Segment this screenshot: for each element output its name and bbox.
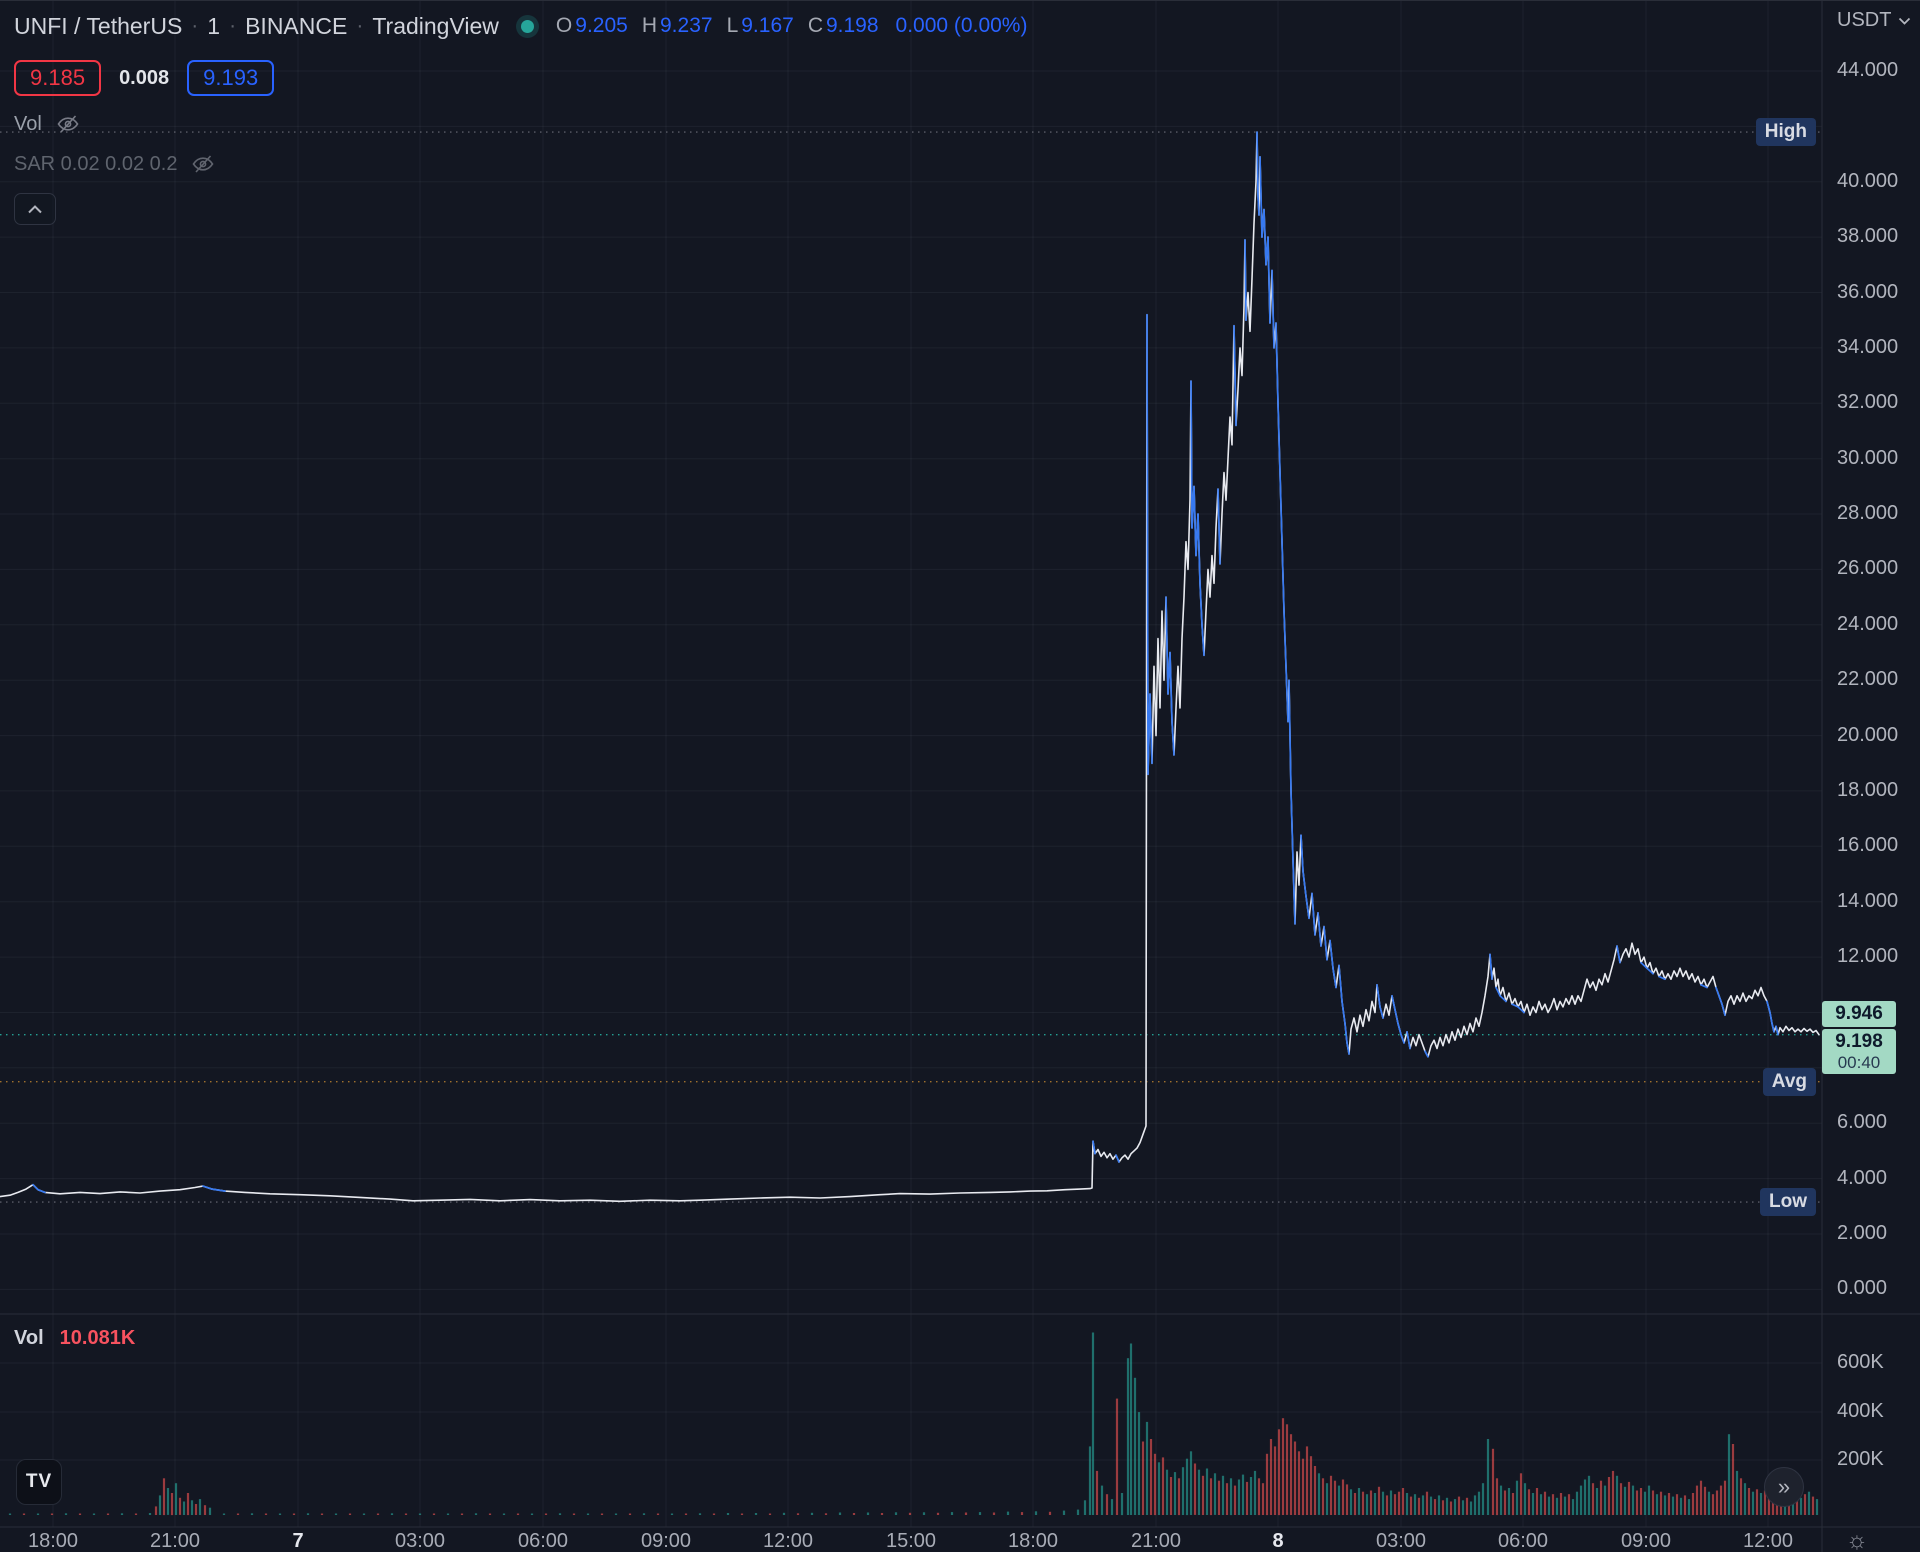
- price-axis-label: 14.000: [1837, 889, 1899, 912]
- chart-legend: UNFI / TetherUS · 1 · BINANCE · TradingV…: [14, 9, 1027, 225]
- time-axis-label: 06:00: [517, 1530, 569, 1552]
- time-axis-label: 12:00: [762, 1530, 814, 1552]
- time-axis-label: 03:00: [1375, 1530, 1427, 1552]
- high-value: 9.237: [660, 14, 713, 37]
- last-price-labels: 9.946 9.198 00:40: [1822, 1000, 1896, 1076]
- price-axis-label: 38.000: [1837, 225, 1899, 248]
- time-axis-label: 7: [292, 1530, 304, 1552]
- high-badge-label: High: [1755, 118, 1816, 147]
- tradingview-logo[interactable]: TV: [16, 1459, 62, 1505]
- time-axis-label: 09:00: [1620, 1530, 1672, 1552]
- separator-dot: ·: [191, 14, 199, 37]
- close-value: 9.198: [825, 14, 879, 37]
- scroll-right-button[interactable]: »: [1764, 1467, 1804, 1507]
- currency-label: USDT: [1837, 9, 1892, 31]
- price-axis-label: 24.000: [1837, 612, 1899, 635]
- bar-countdown: 00:40: [1837, 1052, 1881, 1072]
- ohlc-values: O 9.205 H 9.237 L 9.167 C 9.198 0.000 (0.00%…: [556, 14, 1028, 38]
- time-settings-gear-icon[interactable]: ☼: [1846, 1527, 1868, 1552]
- last-price-label: 9.198 00:40: [1822, 1028, 1896, 1074]
- buy-button[interactable]: 9.193: [187, 60, 275, 96]
- volume-legend-label[interactable]: Vol: [14, 1327, 44, 1349]
- provider-label[interactable]: TradingView: [372, 12, 499, 39]
- price-axis-label: 32.000: [1837, 391, 1899, 414]
- close-label: C: [807, 14, 823, 37]
- spread-value: 0.008: [119, 66, 170, 89]
- separator-dot: ·: [356, 14, 364, 37]
- high-label: H: [641, 14, 657, 37]
- time-axis-label: 18:00: [27, 1530, 79, 1552]
- price-axis-label: 6.000: [1837, 1111, 1888, 1134]
- time-axis-label: 21:00: [1130, 1530, 1182, 1552]
- low-label: L: [726, 14, 739, 37]
- time-axis-label: 18:00: [1007, 1530, 1059, 1552]
- change-value: 0.000 (0.00%): [895, 14, 1028, 37]
- sar-value-label: 9.946: [1822, 1000, 1896, 1027]
- open-label: O: [555, 14, 573, 37]
- eye-hidden-icon[interactable]: [191, 152, 215, 176]
- market-status-dot-icon[interactable]: [520, 19, 534, 33]
- time-axis-label: 8: [1272, 1530, 1284, 1552]
- time-axis-label: 15:00: [885, 1530, 937, 1552]
- separator-dot: ·: [229, 14, 237, 37]
- volume-indicator-label[interactable]: Vol: [14, 112, 42, 135]
- avg-badge-label: Avg: [1762, 1067, 1816, 1096]
- price-axis-label: 28.000: [1837, 502, 1899, 525]
- time-axis-label: 03:00: [394, 1530, 446, 1552]
- price-axis-label: 40.000: [1837, 169, 1899, 192]
- volume-axis-label: 600K: [1837, 1351, 1884, 1373]
- volume-pane-legend: Vol 10.081K: [14, 1327, 135, 1350]
- price-axis-label: 34.000: [1837, 335, 1899, 358]
- price-axis-label: 36.000: [1837, 280, 1899, 303]
- low-badge-label: Low: [1760, 1188, 1816, 1217]
- time-scale-axis[interactable]: 18:00 21:00 7 03:00 06:00 09:00 12:00 15:00 18:0…: [0, 1527, 1920, 1552]
- sar-indicator-row: SAR 0.02 0.02 0.2: [14, 151, 1027, 177]
- price-scale-currency[interactable]: USDT: [1837, 9, 1911, 32]
- volume-axis-label: 400K: [1837, 1400, 1884, 1422]
- eye-hidden-icon[interactable]: [56, 112, 80, 136]
- volume-legend-value: 10.081K: [59, 1327, 136, 1349]
- low-value: 9.167: [741, 14, 794, 37]
- price-scale-axis[interactable]: USDT 44.000 40.000 38.000 36.000 34.000 32.00…: [1822, 1, 1920, 1552]
- last-price-value: 9.198: [1835, 1030, 1883, 1052]
- price-axis-label: 2.000: [1837, 1221, 1888, 1244]
- chevron-down-icon: [1899, 17, 1911, 25]
- bid-ask-row: 9.185 0.008 9.193: [14, 59, 1027, 97]
- price-axis-label: 18.000: [1837, 778, 1899, 801]
- time-axis-label: 12:00: [1742, 1530, 1794, 1552]
- price-axis-label: 16.000: [1837, 834, 1899, 857]
- price-axis-label: 4.000: [1837, 1166, 1888, 1189]
- price-axis-label: 20.000: [1837, 723, 1899, 746]
- time-axis-label: 09:00: [640, 1530, 692, 1552]
- collapse-legend-button[interactable]: [14, 193, 56, 225]
- price-axis-label: 44.000: [1837, 59, 1899, 81]
- price-axis-label: 26.000: [1837, 557, 1899, 580]
- volume-axis-label: 200K: [1837, 1448, 1884, 1470]
- volume-indicator-row: Vol: [14, 111, 1027, 137]
- price-axis-label: 30.000: [1837, 446, 1899, 469]
- sar-indicator-label[interactable]: SAR 0.02 0.02 0.2: [14, 152, 178, 175]
- price-axis-label: 22.000: [1837, 668, 1899, 691]
- time-axis-label: 21:00: [149, 1530, 201, 1552]
- price-axis-label: 0.000: [1837, 1277, 1888, 1300]
- symbol-name[interactable]: UNFI / TetherUS: [14, 12, 183, 39]
- interval-label[interactable]: 1: [207, 12, 221, 39]
- exchange-label: BINANCE: [245, 12, 348, 39]
- price-axis-label: 12.000: [1837, 945, 1899, 968]
- sell-button[interactable]: 9.185: [14, 60, 102, 96]
- open-value: 9.205: [575, 14, 628, 37]
- symbol-header: UNFI / TetherUS · 1 · BINANCE · TradingV…: [14, 9, 1027, 43]
- chevron-up-icon: [28, 204, 42, 213]
- time-axis-label: 06:00: [1497, 1530, 1549, 1552]
